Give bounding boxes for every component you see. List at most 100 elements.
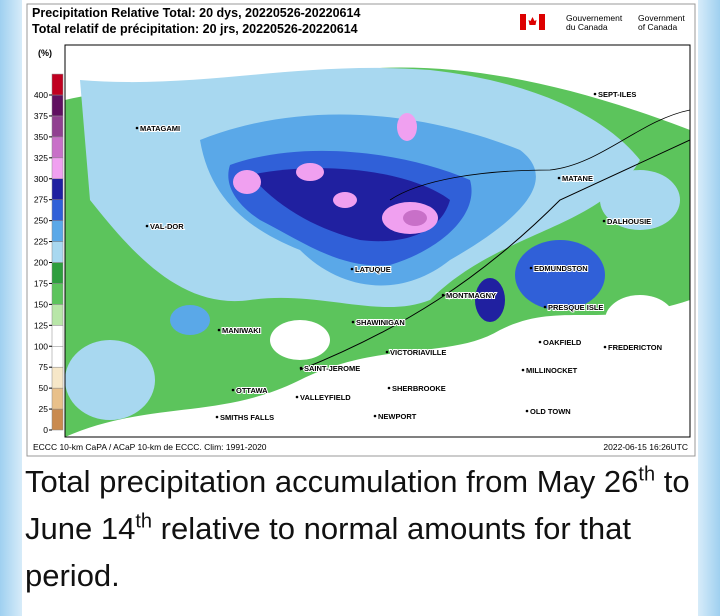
city-dot [593, 92, 597, 96]
legend-label: 150 [34, 299, 48, 309]
legend: 0 25 50 75 100 125 150 175 200 225 250 275 300 325 350… [34, 73, 64, 435]
gov-fr: du Canada [566, 22, 608, 32]
caption-text: relative to normal amounts for that peri… [25, 511, 632, 593]
city-dot [217, 328, 221, 332]
city-label: FREDERICTON [608, 343, 662, 352]
legend-label: 275 [34, 195, 48, 205]
gov-en: Government [638, 13, 685, 23]
city-label: OAKFIELD [543, 338, 582, 347]
legend-label: 0 [43, 425, 48, 435]
city-label: MATANE [562, 174, 593, 183]
legend-label: 300 [34, 174, 48, 184]
legend-swatch [51, 199, 64, 221]
legend-swatch [51, 94, 64, 117]
legend-label: 200 [34, 258, 48, 268]
footer-source: ECCC 10-km CaPA / ACaP 10-km de ECCC. Cl… [33, 442, 267, 452]
city-dot [387, 386, 391, 390]
city-label: OLD TOWN [530, 407, 571, 416]
caption-sup: th [135, 510, 153, 533]
city-dot [350, 267, 354, 271]
city-dot [351, 320, 355, 324]
legend-swatch [51, 262, 64, 284]
city-dot [145, 224, 149, 228]
title-en: Precipitation Relative Total: 20 dys, 20… [32, 6, 360, 20]
legend-label: 175 [34, 278, 48, 288]
city-dot [603, 345, 607, 349]
legend-swatch [51, 283, 64, 305]
city-dot [557, 176, 561, 180]
city-label: VALLEYFIELD [300, 393, 351, 402]
city-dot [521, 368, 525, 372]
legend-swatch [51, 366, 64, 389]
city-label: SAINT-JEROME [304, 364, 360, 373]
city-dot [538, 340, 542, 344]
city-dot [543, 305, 547, 309]
city-label: VICTORIAVILLE [390, 348, 446, 357]
city-dot [525, 409, 529, 413]
legend-label: 250 [34, 216, 48, 226]
legend-unit: (%) [38, 48, 52, 58]
legend-swatch [51, 387, 64, 410]
city-label: MONTMAGNY [446, 291, 496, 300]
caption: Total precipitation accumulation from Ma… [25, 458, 700, 599]
map-border [64, 44, 691, 438]
city-dot [231, 388, 235, 392]
legend-label: 225 [34, 237, 48, 247]
caption-text: Total precipitation accumulation from Ma… [25, 464, 639, 499]
city-label: DALHOUSIE [607, 217, 651, 226]
legend-swatch [51, 136, 64, 159]
city-dot [385, 350, 389, 354]
city-label: SMITHS FALLS [220, 413, 274, 422]
legend-swatch [51, 408, 64, 431]
legend-swatch [51, 178, 64, 200]
legend-label: 375 [34, 111, 48, 121]
legend-swatch [51, 325, 64, 347]
city-dot [215, 415, 219, 419]
city-dot [441, 293, 445, 297]
legend-swatch [51, 73, 64, 96]
city-label: SEPT-ILES [598, 90, 636, 99]
city-dot [135, 126, 139, 130]
legend-label: 100 [34, 341, 48, 351]
legend-label: 350 [34, 132, 48, 142]
legend-label: 125 [34, 320, 48, 330]
city-dot [299, 366, 303, 370]
city-dot [373, 414, 377, 418]
legend-swatch [51, 157, 64, 179]
city-label: PRESQUE ISLE [548, 303, 603, 312]
city-label: OTTAWA [236, 386, 268, 395]
legend-swatch [51, 220, 64, 242]
city-labels: SEPT-ILES MATAGAMI MATANE VAL-DOR DALHOUSIE L… [135, 89, 663, 423]
legend-swatch [51, 346, 64, 368]
caption-sup: th [638, 463, 656, 486]
footer-timestamp: 2022-06-15 16:26UTC [603, 442, 688, 452]
city-label: VAL-DOR [150, 222, 184, 231]
precipitation-field [65, 45, 690, 437]
gov-fr: Gouvernement [566, 13, 623, 23]
legend-label: 50 [39, 383, 49, 393]
city-label: MANIWAKI [222, 326, 261, 335]
city-label: SHERBROOKE [392, 384, 446, 393]
legend-label: 325 [34, 153, 48, 163]
caption-text: to June 14 [25, 464, 690, 546]
legend-label: 25 [39, 404, 49, 414]
legend-swatch [51, 115, 64, 138]
city-label: NEWPORT [378, 412, 417, 421]
city-label: MILLINOCKET [526, 366, 578, 375]
gov-en: of Canada [638, 22, 677, 32]
map-image: Precipitation Relative Total: 20 dys, 20… [26, 3, 696, 457]
legend-label: 400 [34, 90, 48, 100]
city-label: MATAGAMI [140, 124, 180, 133]
city-dot [602, 219, 606, 223]
legend-label: 75 [39, 362, 49, 372]
city-label: EDMUNDSTON [534, 264, 588, 273]
canada-flag [520, 14, 545, 30]
city-dot [529, 266, 533, 270]
city-label: LATUQUE [355, 265, 391, 274]
city-dot [295, 395, 299, 399]
title-fr: Total relatif de précipitation: 20 jrs, … [32, 22, 358, 36]
city-label: SHAWINIGAN [356, 318, 405, 327]
legend-swatch [51, 304, 64, 326]
legend-swatch [51, 241, 64, 263]
